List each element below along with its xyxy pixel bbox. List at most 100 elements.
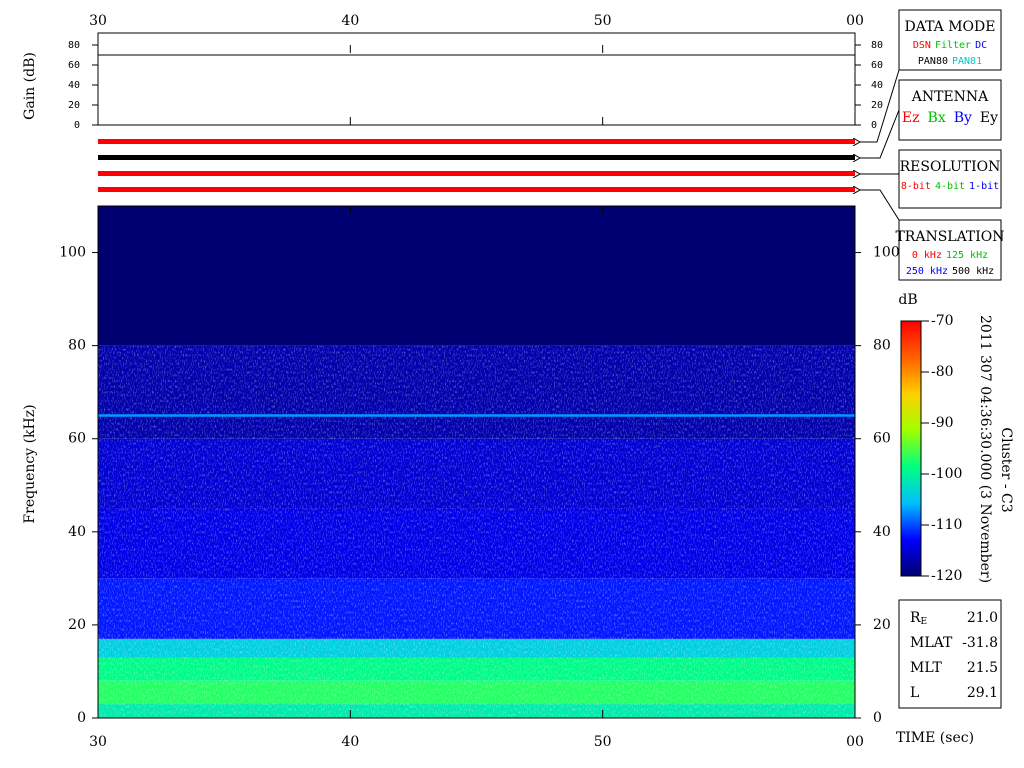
y-axis-label: Gain (dB) [22,52,38,120]
noise-texture [98,345,855,439]
mode-row: 250 kHz 500 kHz [906,266,994,277]
colorbar-tick-label: -110 [931,517,962,533]
colorbar-tick-label: -70 [931,313,954,329]
mode-row: 8-bit 4-bit 1-bit [901,181,999,192]
plot-frame [97,32,856,126]
noise-texture [98,508,855,579]
y-tick-label: 100 [873,245,900,261]
mode-arrows [860,69,900,221]
ephemeris-box [898,599,1002,709]
noise-texture [98,638,855,658]
x-tick-label: 50 [594,734,612,750]
mode-item: PAN81 [952,56,982,67]
mode-box-title: ANTENNA [911,89,989,105]
y-tick-label: 60 [68,60,80,71]
ephemeris-value: 29.1 [967,685,998,701]
y-tick-label: 40 [68,80,80,91]
mode-box [898,79,1002,141]
y-tick-label: 60 [871,60,883,71]
ephemeris-name: MLAT [910,635,953,651]
mode-row: Ez Bx By Ey [902,110,998,126]
mode-box [898,9,1002,71]
y-tick-label: 80 [871,40,883,51]
ephemeris-name: MLT [910,660,942,676]
status-bar [98,187,855,192]
y-tick-label: 0 [873,710,882,726]
mode-row: DSN Filter DC [913,40,987,51]
mode-item: 1-bit [969,181,999,192]
mode-box [898,219,1002,281]
mode-item: DSN [913,40,931,51]
x-tick-label: 00 [846,13,864,29]
y-tick-label: 0 [74,120,80,131]
y-tick-label: 100 [59,245,86,261]
y-tick-label: 80 [68,40,80,51]
y-tick-label: 20 [68,100,80,111]
mode-box-title: TRANSLATION [895,229,1004,245]
x-axis-label: TIME (sec) [896,730,974,746]
ephemeris-subscript: E [921,617,928,627]
mode-item: 500 kHz [952,266,994,277]
mode-item: PAN80 [918,56,948,67]
y-tick-label: 40 [873,524,891,540]
mode-item: Bx [928,110,946,126]
mode-item: 125 kHz [946,250,988,261]
ephemeris-value: 21.0 [967,610,998,626]
mode-item: 250 kHz [906,266,948,277]
date-label: 2011 307 04:36:30.000 (3 November) [977,315,993,583]
x-tick-label: 40 [341,13,359,29]
x-tick-label: 50 [594,13,612,29]
x-tick-label: 30 [89,734,107,750]
colorbar-tick-label: -120 [931,568,962,584]
colorbar-tick-label: -90 [931,415,954,431]
y-tick-label: 60 [873,431,891,447]
spacecraft: Cluster - C3 [998,427,1014,512]
status-bar [98,155,855,160]
noise-texture [98,438,855,509]
y-tick-label: 0 [77,710,86,726]
ephemeris-label: MLAT [910,635,953,651]
y-tick-label: 60 [68,431,86,447]
ephemeris-label: MLT [910,660,942,676]
colorbar [900,320,922,577]
mode-item: DC [975,40,987,51]
mode-item: Ey [980,110,998,126]
noise-texture [98,704,855,718]
x-tick-label: 40 [341,734,359,750]
colorbar-tick-label: -80 [931,364,954,380]
y-tick-label: 0 [871,120,877,131]
y-axis-label: Frequency (kHz) [22,404,38,523]
mode-item: Ez [902,110,920,126]
x-tick-label: 00 [846,734,864,750]
mode-box-title: DATA MODE [905,19,996,35]
ephemeris-name: L [910,685,919,701]
spectrum-band [98,206,855,346]
ephemeris-label: L [910,685,919,701]
mode-row: 0 kHz 125 kHz [912,250,988,261]
x-tick-label: 30 [89,13,107,29]
y-tick-label: 80 [68,338,86,354]
ephemeris-value: 21.5 [967,660,998,676]
y-tick-label: 20 [873,617,891,633]
ephemeris-name: R [910,610,921,626]
mode-item: By [954,110,972,126]
status-bar [98,171,855,176]
plot-frame [97,205,856,719]
colorbar-tick-label: -100 [931,466,962,482]
mode-box-title: RESOLUTION [900,159,1001,175]
noise-texture [98,680,855,705]
y-tick-label: 20 [871,100,883,111]
y-tick-label: 40 [68,524,86,540]
y-tick-label: 80 [873,338,891,354]
noise-texture [98,657,855,681]
mode-item: 4-bit [935,181,965,192]
ephemeris-label: RE [910,610,927,627]
mode-item: Filter [935,40,971,51]
status-bar [98,139,855,144]
mode-box [898,149,1002,209]
ephemeris-value: -31.8 [962,635,998,651]
colorbar-title: dB [898,292,917,308]
mode-item: 0 kHz [912,250,942,261]
